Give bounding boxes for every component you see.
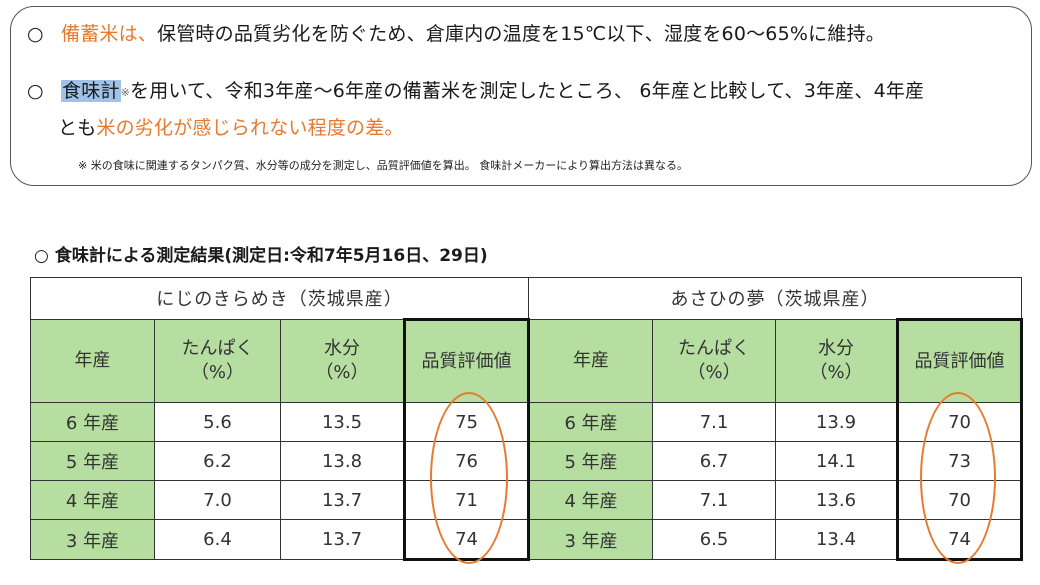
highlight-stockpile-rice: 備蓄米は、 (61, 23, 158, 45)
cell-protein: 6.2 (154, 441, 281, 481)
cell-year: 5 年産 (528, 441, 654, 481)
note-line-1: ○ 備蓄米は、保管時の品質劣化を防ぐため、倉庫内の温度を15℃以下、湿度を60～6… (27, 19, 885, 46)
section-title: ○ 食味計による測定結果(測定日:令和7年5月16日、29日) (34, 241, 488, 266)
cell-year: 3 年産 (528, 519, 654, 560)
variety-header-nijinokirameki: にじのきらめき（茨城県産） (29, 277, 530, 320)
column-header-quality-score: 品質評価値 (896, 318, 1024, 403)
cell-moisture: 13.7 (280, 480, 405, 520)
column-header-row: 年産 たんぱく （%） 水分 （%） 品質評価値 年産 たんぱく （%） 水分 … (30, 318, 1024, 403)
score-highlight-oval-left (430, 392, 508, 564)
protein-label: たんぱく （%） (181, 338, 254, 383)
column-header-quality-score: 品質評価値 (402, 318, 531, 403)
variety-header-asahinoyume: あさひの夢（茨城県産） (528, 277, 1023, 320)
protein-label: たんぱく （%） (678, 338, 751, 383)
footnote-mark: ※ (120, 86, 131, 99)
cell-year: 4 年産 (30, 480, 155, 520)
cell-protein: 6.4 (154, 519, 281, 560)
bullet-circle: ○ (34, 246, 49, 266)
cell-moisture: 13.6 (775, 480, 899, 520)
bullet-circle: ○ (27, 80, 44, 102)
cell-year: 6 年産 (30, 402, 155, 442)
footnote: ※ 米の食味に関連するタンパク質、水分等の成分を測定し、品質評価値を算出。 食味… (78, 159, 688, 172)
moisture-label: 水分 （%） (809, 338, 863, 383)
cell-moisture: 13.9 (775, 402, 899, 442)
moisture-label: 水分 （%） (315, 338, 369, 383)
note-line-2: ○ 食味計※を用いて、令和3年産～6年産の備蓄米を測定したところ、 6年産と比較し… (27, 76, 924, 103)
table-row: 4 年産 7.0 13.7 71 4 年産 7.1 13.6 70 (30, 480, 1024, 520)
column-header-moisture: 水分 （%） (280, 319, 405, 403)
column-header-year: 年産 (30, 319, 155, 403)
cell-moisture: 13.7 (280, 519, 405, 560)
score-highlight-oval-right (920, 392, 996, 564)
cell-moisture: 14.1 (775, 441, 899, 481)
column-header-protein: たんぱく （%） (652, 319, 777, 403)
cell-year: 6 年産 (528, 402, 654, 442)
column-header-year: 年産 (528, 319, 654, 403)
table-row: 3 年産 6.4 13.7 74 3 年産 6.5 13.4 74 (30, 519, 1024, 561)
cell-year: 4 年産 (528, 480, 654, 520)
cell-protein: 5.6 (154, 402, 281, 442)
note-line-2-text: を用いて、令和3年産～6年産の備蓄米を測定したところ、 6年産と比較して、3年産… (130, 80, 925, 102)
cell-protein: 6.5 (652, 519, 777, 560)
table-row: 5 年産 6.2 13.8 76 5 年産 6.7 14.1 73 (30, 441, 1024, 481)
cell-protein: 7.0 (154, 480, 281, 520)
note-line-1-text: 保管時の品質劣化を防ぐため、倉庫内の温度を15℃以下、湿度を60～65%に維持。 (157, 23, 885, 45)
cell-protein: 7.1 (652, 402, 777, 442)
note-line-3-lead: とも (58, 117, 97, 139)
summary-box (10, 6, 1032, 186)
bullet-circle: ○ (27, 23, 44, 45)
cell-year: 3 年産 (30, 519, 155, 560)
cell-moisture: 13.5 (280, 402, 405, 442)
cell-moisture: 13.8 (280, 441, 405, 481)
column-header-protein: たんぱく （%） (154, 319, 281, 403)
cell-moisture: 13.4 (775, 519, 899, 560)
section-title-text: 食味計による測定結果(測定日:令和7年5月16日、29日) (54, 246, 488, 266)
term-taste-analyzer: 食味計 (61, 80, 121, 102)
measurement-table: にじのきらめき（茨城県産） あさひの夢（茨城県産） 年産 たんぱく （%） 水分… (29, 277, 1024, 561)
cell-protein: 7.1 (652, 480, 777, 520)
cell-year: 5 年産 (30, 441, 155, 481)
highlight-no-degradation: 米の劣化が感じられない程度の差。 (96, 117, 404, 139)
cell-protein: 6.7 (652, 441, 777, 481)
note-line-3: とも米の劣化が感じられない程度の差。 (58, 113, 404, 140)
column-header-moisture: 水分 （%） (775, 319, 899, 403)
table-row: 6 年産 5.6 13.5 75 6 年産 7.1 13.9 70 (30, 402, 1024, 442)
